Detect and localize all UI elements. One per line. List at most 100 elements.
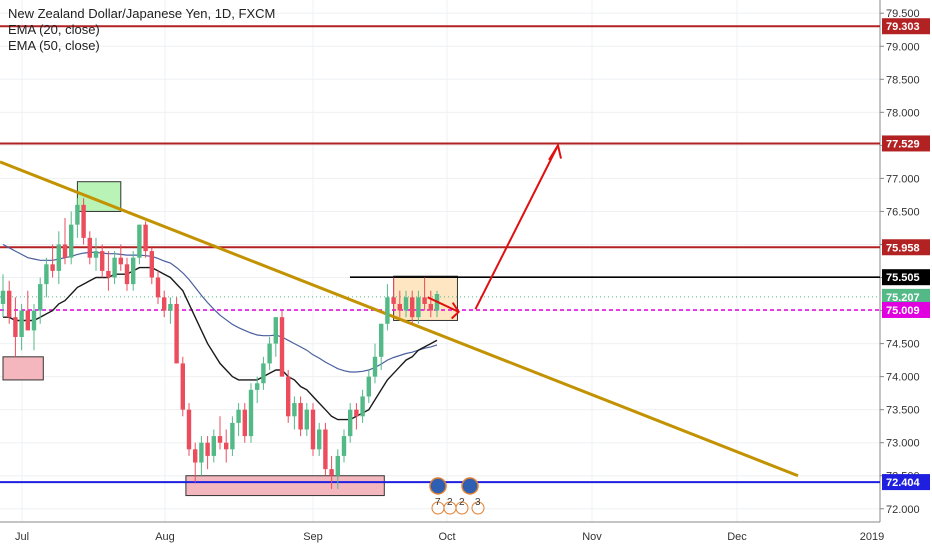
candle-body (286, 376, 291, 417)
candle-body (180, 363, 185, 410)
candle-body (310, 409, 316, 450)
candle-body (31, 310, 37, 331)
y-tick-label: 73.500 (886, 405, 920, 417)
arrow-target (474, 144, 559, 310)
price-tag-bg (882, 301, 930, 318)
candle-body (385, 297, 390, 324)
price-tag-bg (882, 474, 930, 491)
x-tick-label: Jul (15, 531, 29, 543)
candle-body (87, 237, 92, 258)
event-marker-label: 7 (435, 497, 441, 508)
candle-body (217, 436, 223, 443)
candle-body (199, 442, 204, 463)
event-marker-icon (471, 501, 485, 515)
event-flag-icon (461, 477, 479, 495)
x-tick-label: Sep (303, 531, 323, 543)
arrow-target-head (548, 142, 562, 161)
candle-body (13, 317, 18, 337)
candle-body (341, 436, 347, 456)
candle-body (118, 257, 123, 265)
candle-body (174, 303, 179, 364)
price-tag-label: 75.505 (886, 272, 920, 284)
price-tag-label: 72.404 (886, 477, 921, 489)
candle-body (298, 403, 303, 430)
price-tag-label: 79.303 (886, 21, 920, 33)
candle-body (56, 244, 61, 271)
event-marker-label: 3 (475, 497, 481, 508)
candle-body (93, 251, 99, 258)
candle-body (366, 376, 371, 397)
x-tick-label: Oct (438, 531, 455, 543)
arrow-pullback-head (451, 302, 460, 320)
y-tick-label: 74.500 (886, 339, 920, 351)
candle-body (230, 422, 235, 450)
candle-body (292, 403, 297, 417)
price-tag-label: 75.009 (886, 305, 920, 317)
candle-body (403, 297, 409, 311)
candle-body (155, 277, 161, 298)
candle-body (261, 363, 266, 384)
y-tick-label: 77.000 (886, 173, 920, 185)
price-tag-bg (882, 135, 930, 152)
candle-body (137, 224, 142, 258)
y-tick-label: 78.000 (886, 107, 920, 119)
candle-body (69, 224, 74, 258)
candle-body (100, 251, 105, 271)
candle-body (267, 343, 272, 364)
arrow-pullback (427, 296, 460, 313)
event-flag-icon (429, 477, 447, 495)
candle-body (329, 469, 334, 476)
candle-body (279, 317, 285, 377)
candle-body (149, 251, 154, 278)
candle-body (397, 303, 402, 311)
event-marker-icon (455, 501, 469, 515)
candle-body (304, 409, 309, 430)
candle-body (112, 257, 117, 278)
candle-body (348, 409, 353, 437)
y-tick-label: 76.500 (886, 206, 920, 218)
x-tick-label: Nov (582, 531, 602, 543)
candle-body (242, 409, 247, 437)
ema20-legend: EMA (20, close) (8, 22, 100, 37)
candle-body (255, 383, 260, 390)
candle-body (205, 442, 210, 456)
candle-body (335, 455, 340, 476)
price-tag-bg (882, 288, 930, 305)
candle-body (422, 297, 427, 304)
candle-body (143, 224, 148, 252)
candle-body (62, 244, 68, 258)
candle-body (211, 436, 216, 456)
candle-body (162, 297, 167, 311)
chart-title: New Zealand Dollar/Japanese Yen, 1D, FXC… (8, 6, 276, 21)
ema50-legend: EMA (50, close) (8, 38, 100, 53)
candle-body (0, 290, 6, 304)
chart-legend: New Zealand Dollar/Japanese Yen, 1D, FXC… (8, 6, 275, 54)
candle-body (428, 303, 433, 311)
candle-body (410, 297, 415, 318)
y-tick-label: 79.500 (886, 8, 920, 20)
y-tick-label: 73.000 (886, 438, 920, 450)
x-tick-label: Aug (155, 531, 175, 543)
x-tick-label: Dec (727, 531, 747, 543)
event-marker-label: 2 (459, 497, 465, 508)
candle-body (81, 204, 86, 238)
y-tick-label: 79.000 (886, 41, 920, 53)
price-tag-bg (882, 18, 930, 35)
candle-body (106, 270, 111, 278)
y-tick-label: 72.000 (886, 504, 920, 516)
price-tag-label: 77.529 (886, 138, 920, 150)
event-marker-label: 2 (447, 497, 453, 508)
support-zone-box (185, 475, 385, 497)
candle-body (323, 429, 328, 470)
support-box-pink (2, 356, 44, 381)
y-tick-label: 74.000 (886, 372, 920, 384)
candle-body (372, 356, 378, 377)
candle-body (75, 204, 80, 225)
candle-body (416, 297, 421, 318)
descending-trendline (0, 160, 799, 478)
candle-body (391, 297, 396, 304)
candle-body (193, 449, 198, 463)
candle-body (38, 284, 43, 311)
